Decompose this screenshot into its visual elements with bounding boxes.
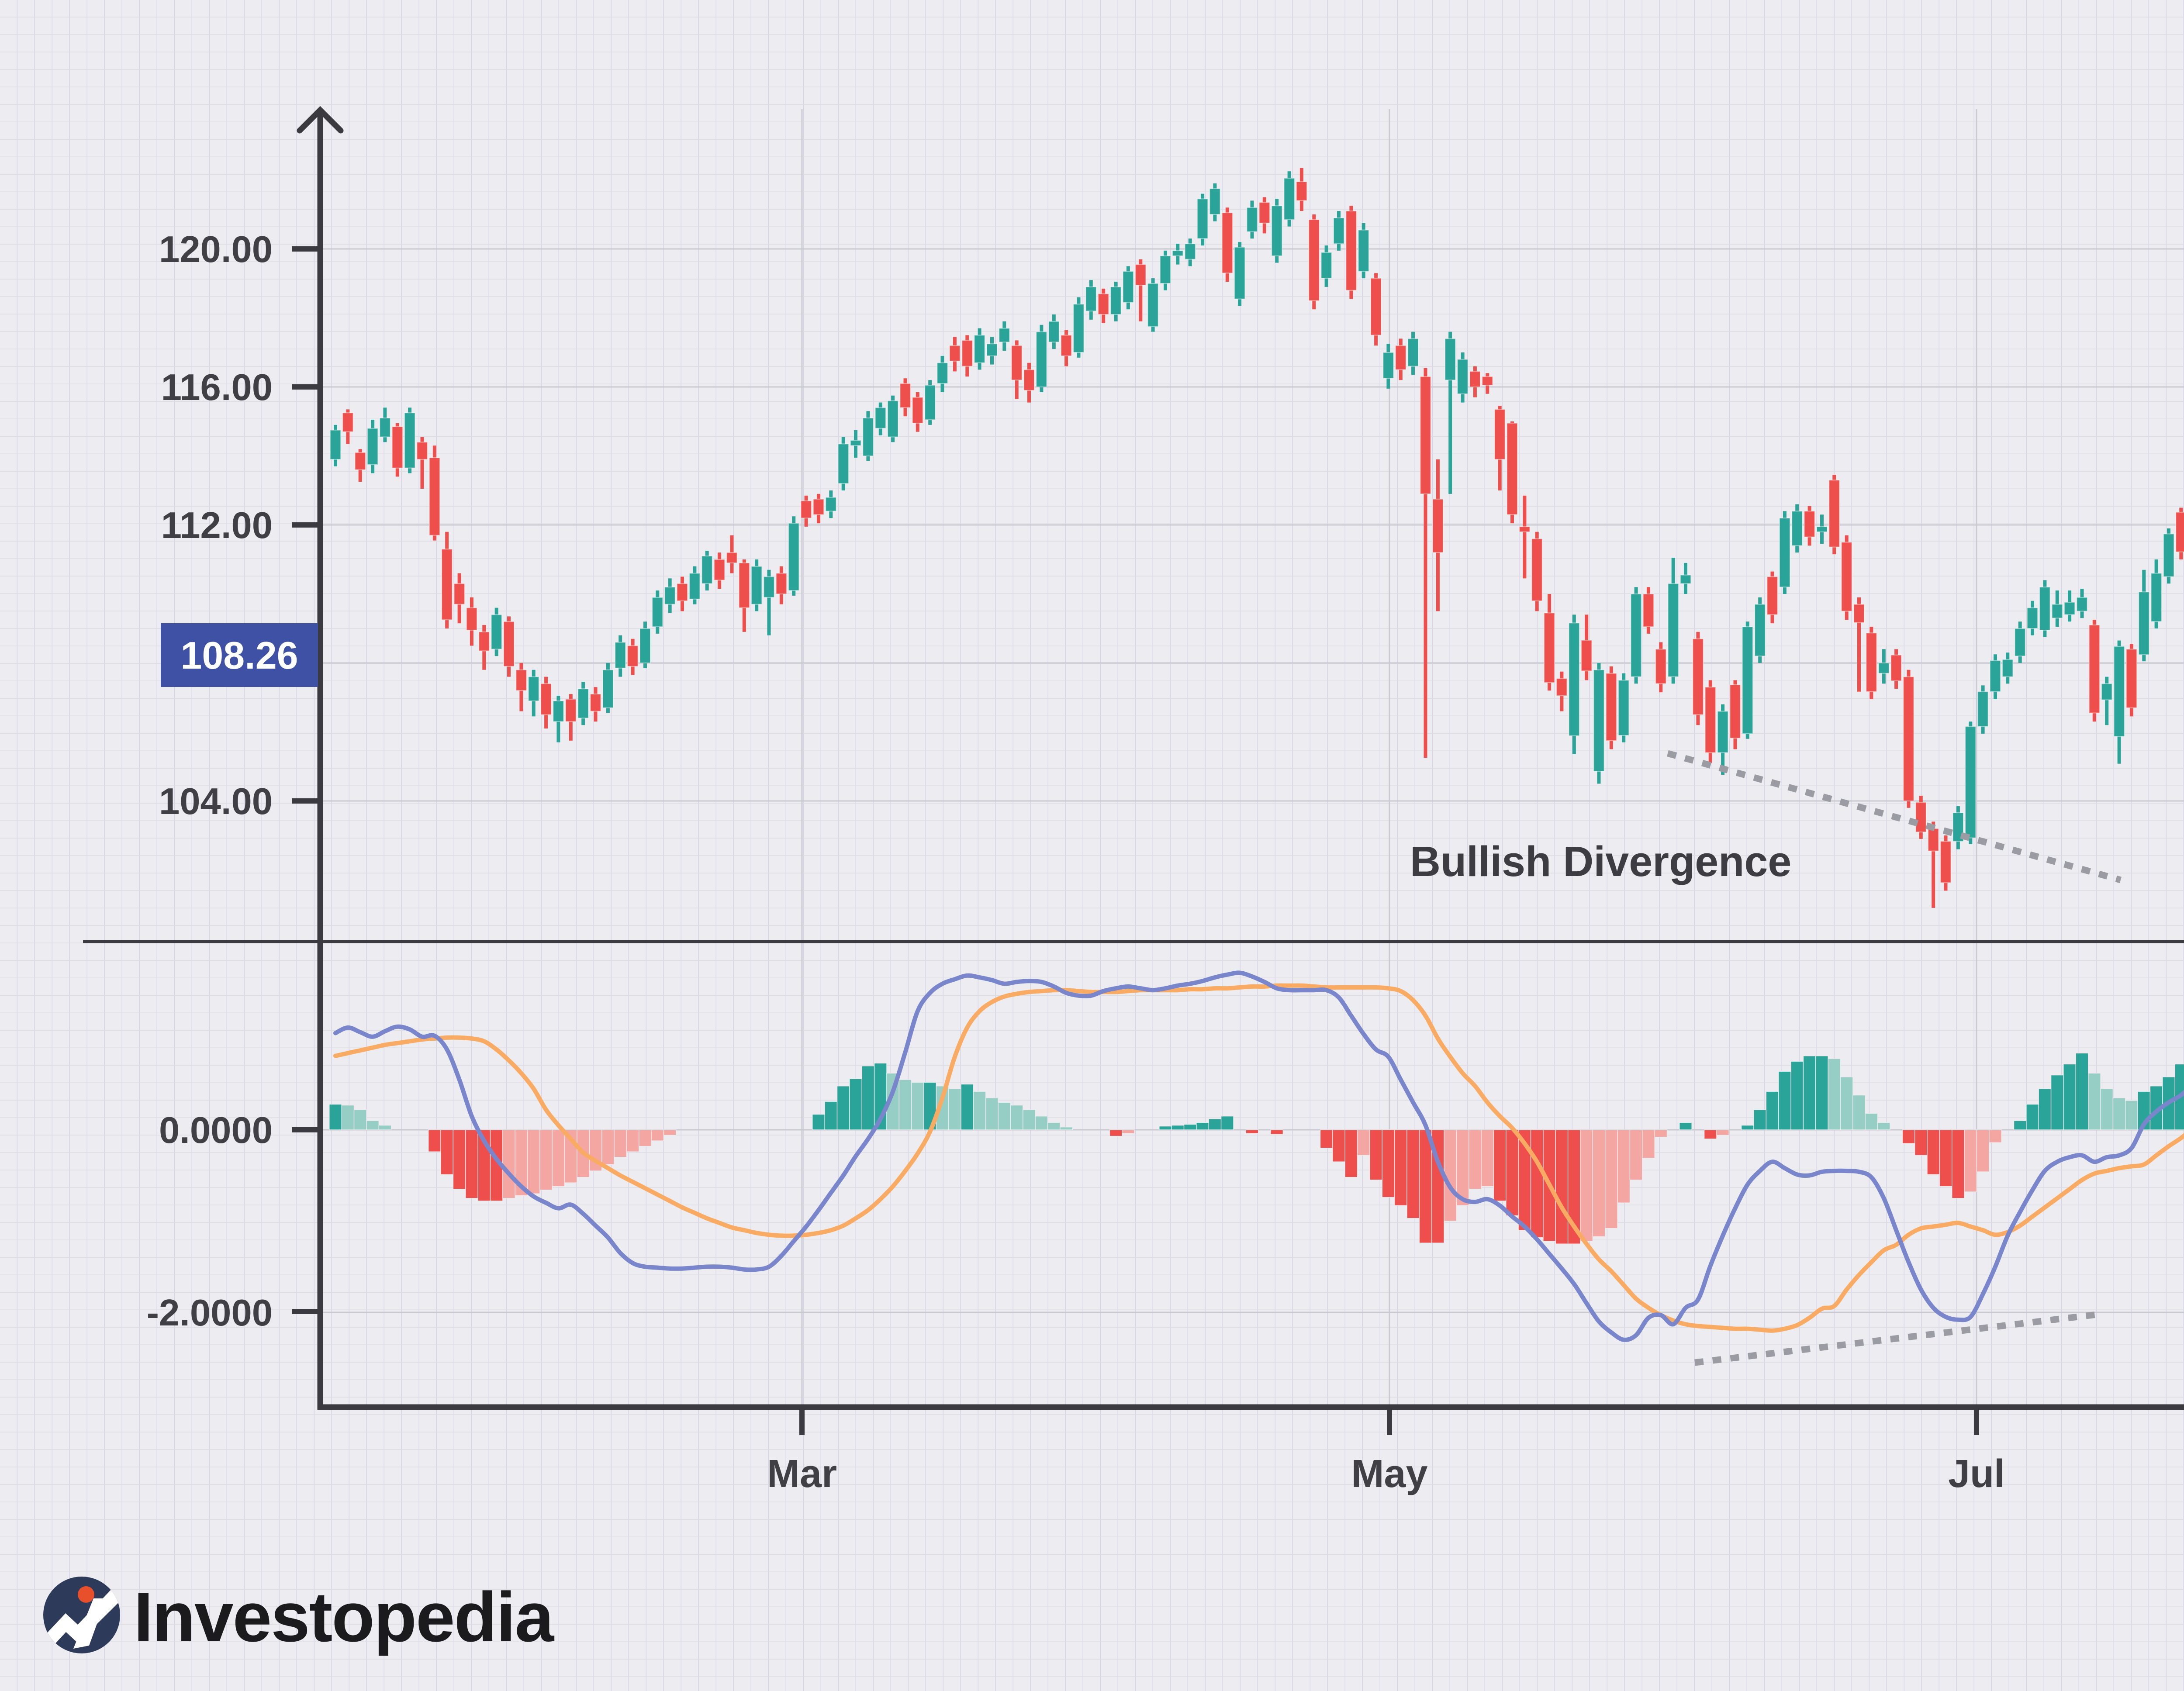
svg-text:-2.0000: -2.0000 bbox=[147, 1292, 273, 1334]
svg-text:108.26: 108.26 bbox=[180, 634, 298, 677]
svg-text:0.0000: 0.0000 bbox=[159, 1110, 273, 1151]
svg-text:120.00: 120.00 bbox=[159, 229, 273, 270]
svg-text:116.00: 116.00 bbox=[161, 367, 273, 408]
svg-text:Jul: Jul bbox=[1948, 1452, 2005, 1496]
svg-text:Mar: Mar bbox=[767, 1452, 837, 1496]
svg-text:Bullish Divergence: Bullish Divergence bbox=[1410, 838, 1791, 885]
svg-text:104.00: 104.00 bbox=[159, 781, 273, 822]
svg-text:May: May bbox=[1351, 1452, 1427, 1496]
svg-text:Investopedia: Investopedia bbox=[134, 1578, 555, 1656]
svg-text:112.00: 112.00 bbox=[161, 505, 273, 546]
